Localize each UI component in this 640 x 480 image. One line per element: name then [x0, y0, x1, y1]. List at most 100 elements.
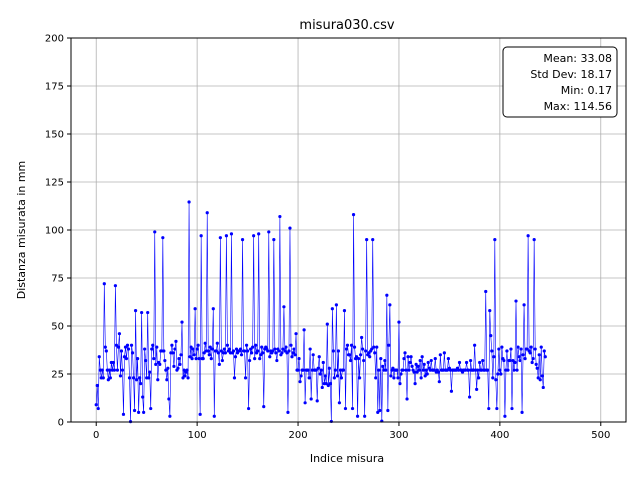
data-point: [314, 368, 318, 372]
data-point: [172, 364, 176, 368]
data-point: [391, 366, 395, 370]
data-point: [293, 353, 297, 357]
x-tick-label: 400: [490, 430, 509, 441]
data-point: [542, 349, 546, 353]
data-point: [149, 406, 153, 411]
data-point: [219, 349, 223, 353]
data-point: [182, 368, 186, 372]
data-point: [354, 355, 359, 359]
data-point: [374, 376, 378, 380]
data-point: [123, 345, 128, 349]
data-point: [371, 238, 375, 242]
data-point: [317, 355, 321, 359]
data-point: [500, 345, 504, 349]
data-point: [478, 360, 482, 365]
data-point: [494, 378, 498, 382]
data-point: [449, 389, 454, 393]
data-point: [530, 360, 534, 365]
x-tick-label: 100: [188, 430, 207, 441]
data-point: [143, 347, 147, 351]
data-point: [426, 360, 430, 365]
data-point: [107, 368, 111, 372]
data-point: [436, 370, 440, 374]
data-point: [95, 383, 99, 388]
data-point: [409, 355, 413, 359]
data-point: [350, 406, 355, 411]
data-point: [207, 353, 211, 357]
data-point: [242, 349, 247, 353]
data-point: [379, 357, 383, 361]
data-point: [211, 307, 215, 311]
data-point: [111, 360, 115, 365]
data-point: [416, 364, 420, 368]
data-point: [234, 347, 239, 351]
tick-layer: 0 100 200 300 400 500 0 25 50 75 100 125 150 175 200: [45, 34, 610, 442]
data-point: [395, 368, 399, 372]
data-point: [262, 405, 266, 409]
data-point: [155, 345, 159, 349]
data-point: [493, 238, 497, 242]
data-point: [442, 351, 446, 355]
data-point: [384, 368, 388, 372]
data-point: [496, 372, 500, 376]
data-point: [410, 364, 414, 368]
data-point: [133, 309, 138, 313]
data-point: [148, 370, 152, 374]
data-point: [528, 351, 532, 355]
data-point: [534, 362, 538, 366]
data-point: [329, 419, 333, 424]
data-point: [138, 376, 142, 380]
data-point: [168, 414, 172, 418]
data-point: [486, 368, 490, 372]
data-point: [112, 368, 116, 372]
data-point: [299, 374, 303, 378]
data-point: [378, 408, 382, 413]
data-point: [153, 230, 157, 234]
data-point: [131, 376, 136, 380]
data-point: [185, 368, 189, 372]
data-point: [198, 412, 202, 416]
data-point: [513, 360, 517, 365]
data-point: [432, 368, 436, 372]
data-point: [286, 410, 290, 414]
data-point: [487, 406, 491, 411]
data-point: [469, 358, 473, 363]
data-point: [266, 349, 270, 353]
data-point: [489, 334, 493, 338]
data-point: [124, 357, 129, 361]
data-point: [464, 360, 469, 365]
data-point: [176, 366, 180, 370]
data-point: [539, 345, 543, 349]
data-point: [120, 368, 125, 372]
data-point: [413, 382, 417, 386]
data-point: [174, 339, 178, 343]
data-point: [502, 358, 506, 363]
data-point: [360, 335, 364, 340]
data-point: [418, 358, 422, 363]
x-tick-label: 0: [93, 430, 99, 441]
data-point: [519, 347, 523, 351]
data-point: [386, 408, 390, 413]
data-point: [351, 213, 356, 217]
data-point: [166, 366, 170, 370]
data-point: [206, 349, 210, 353]
data-point: [396, 376, 400, 380]
y-tick-label: 175: [45, 82, 64, 93]
data-point: [335, 374, 339, 378]
data-point: [522, 303, 526, 307]
data-point: [352, 345, 357, 349]
data-point: [253, 357, 257, 361]
x-tick-label: 300: [389, 430, 408, 441]
data-point: [372, 345, 376, 349]
data-point: [531, 357, 535, 361]
data-point: [387, 343, 391, 347]
y-tick-label: 75: [51, 274, 64, 285]
data-point: [445, 368, 449, 372]
data-point: [362, 358, 366, 363]
data-point: [298, 380, 302, 384]
data-point: [326, 383, 330, 388]
data-point: [477, 376, 481, 380]
data-point: [421, 368, 425, 372]
data-point: [375, 345, 379, 349]
data-point: [337, 401, 342, 405]
